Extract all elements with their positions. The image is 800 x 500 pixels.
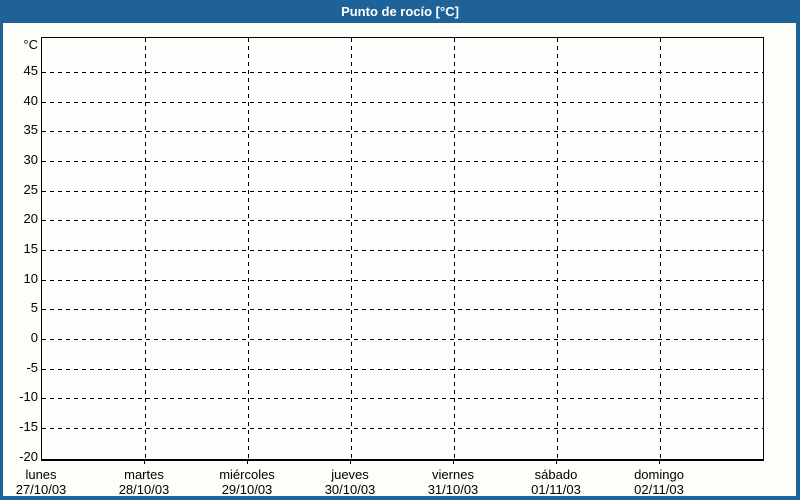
day-name: domingo: [634, 467, 684, 482]
day-date: 01/11/03: [531, 482, 581, 497]
day-date: 28/10/03: [118, 482, 170, 497]
day-name: miércoles: [219, 467, 275, 482]
y-axis-unit-label: °C: [23, 37, 38, 52]
plot-area: [41, 37, 764, 461]
x-day-label: sábado 01/11/03: [501, 467, 611, 497]
y-gridline: [42, 428, 763, 430]
y-gridline: [42, 190, 763, 192]
x-axis-tick: [350, 460, 351, 464]
y-tick-label: 5: [30, 300, 38, 316]
y-tick-label: 40: [23, 92, 38, 108]
y-gridline: [42, 398, 763, 400]
day-date: 27/10/03: [15, 482, 67, 497]
y-tick-label: -10: [19, 389, 38, 405]
y-tick-label: 45: [23, 63, 38, 78]
y-gridline: [42, 131, 763, 133]
x-day-label: viernes 31/10/03: [398, 467, 508, 497]
y-tick-label: 15: [23, 241, 38, 257]
y-gridline: [42, 279, 763, 281]
x-axis-tick: [144, 460, 145, 464]
y-gridline: [42, 250, 763, 252]
x-gridline: [248, 38, 249, 459]
y-tick-label: 10: [23, 270, 38, 286]
x-day-label: jueves 30/10/03: [295, 467, 405, 497]
day-name: sábado: [534, 467, 578, 482]
x-gridline: [145, 38, 146, 459]
day-name: viernes: [432, 467, 474, 482]
y-tick-label: -20: [19, 448, 38, 464]
x-day-label: domingo 02/11/03: [604, 467, 714, 497]
x-gridline: [660, 38, 661, 459]
y-tick-label: 30: [23, 152, 38, 167]
y-gridline: [42, 339, 763, 341]
y-tick-label: 35: [23, 122, 38, 138]
chart-title: Punto de rocío [°C]: [0, 0, 800, 23]
x-axis-tick: [247, 460, 248, 464]
day-date: 31/10/03: [427, 482, 479, 497]
y-gridline: [42, 101, 763, 103]
y-tick-label: 20: [23, 211, 38, 227]
y-tick-label: 0: [30, 330, 38, 346]
x-day-label: lunes 27/10/03: [0, 467, 96, 497]
y-gridline: [42, 72, 763, 73]
x-day-label: martes 28/10/03: [89, 467, 199, 497]
day-date: 30/10/03: [324, 482, 376, 497]
x-day-label: miércoles 29/10/03: [192, 467, 302, 497]
y-gridline: [42, 220, 763, 222]
y-tick-label: -5: [26, 359, 38, 375]
y-gridline: [42, 368, 763, 370]
x-gridline: [351, 38, 352, 459]
day-date: 29/10/03: [221, 482, 273, 497]
y-tick-label: -15: [19, 419, 38, 435]
day-name: lunes: [25, 467, 57, 482]
day-date: 02/11/03: [634, 482, 684, 497]
x-gridline: [557, 38, 558, 459]
y-gridline: [42, 309, 763, 311]
x-axis-tick: [453, 460, 454, 464]
y-tick-label: 25: [23, 181, 38, 197]
x-axis-tick: [659, 460, 660, 464]
day-name: jueves: [331, 467, 369, 482]
x-axis-tick: [556, 460, 557, 464]
day-name: martes: [124, 467, 164, 482]
x-gridline: [454, 38, 455, 459]
y-gridline: [42, 161, 763, 162]
